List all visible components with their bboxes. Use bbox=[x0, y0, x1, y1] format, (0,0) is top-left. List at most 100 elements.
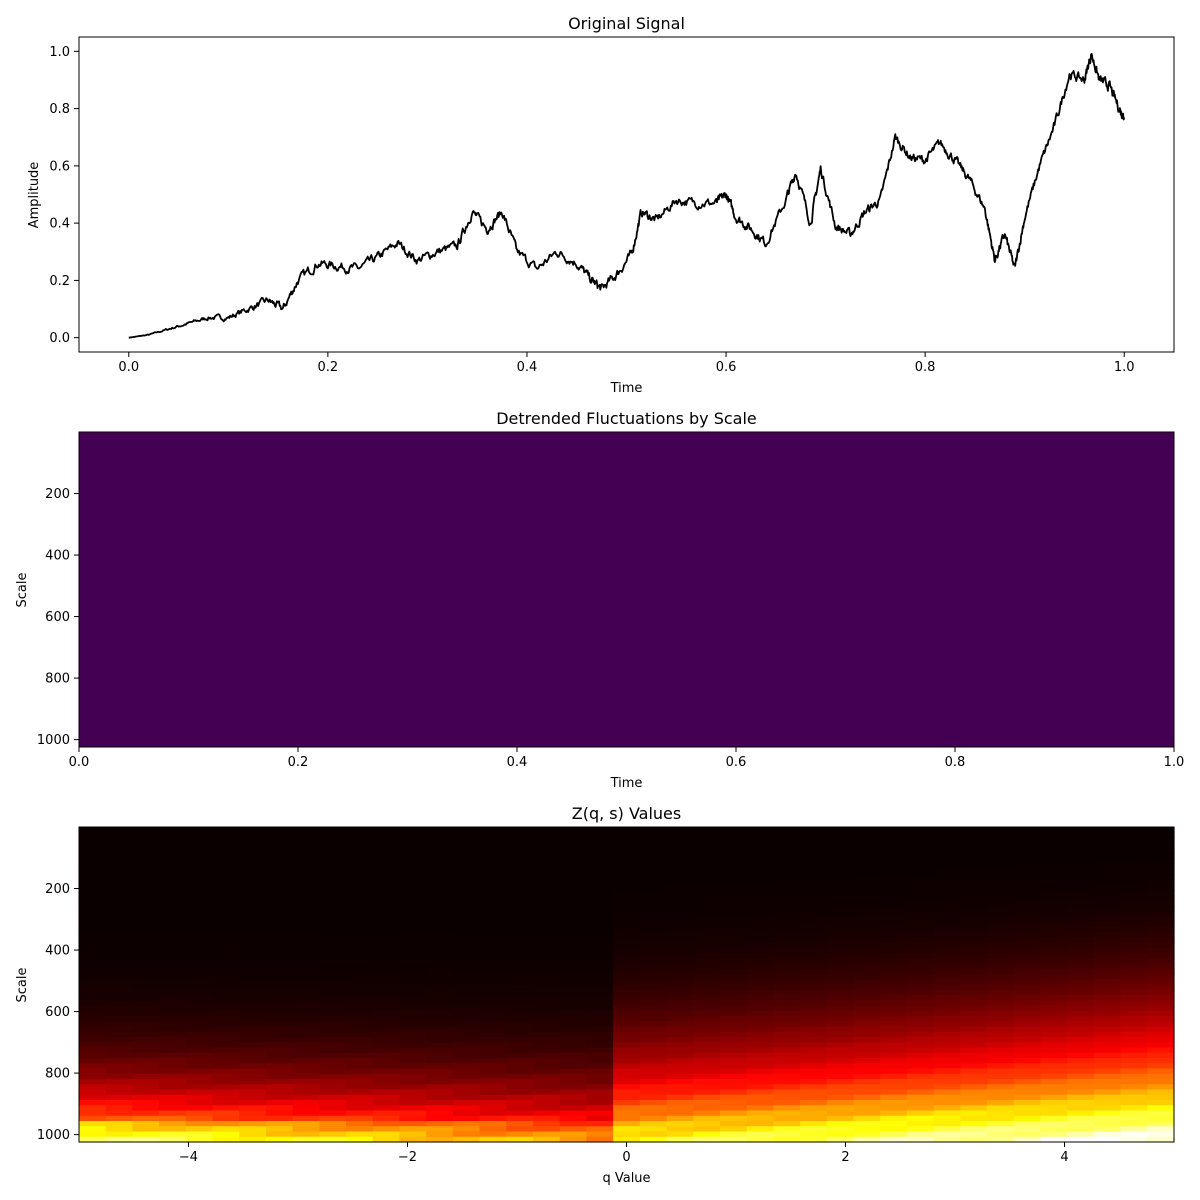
zqs-heatmap-cell bbox=[1067, 953, 1095, 959]
zqs-heatmap-cell bbox=[479, 989, 507, 996]
zqs-heatmap-cell bbox=[79, 1047, 107, 1054]
zqs-heatmap-cell bbox=[693, 842, 721, 849]
zqs-heatmap-cell bbox=[1013, 905, 1042, 912]
zqs-heatmap-cell bbox=[933, 926, 961, 933]
zqs-heatmap-cell bbox=[773, 1079, 801, 1085]
zqs-heatmap-cell bbox=[533, 1058, 561, 1064]
zqs-heatmap-cell bbox=[1120, 1042, 1148, 1049]
zqs-heatmap-cell bbox=[773, 1031, 801, 1038]
zqs-heatmap-cell bbox=[906, 911, 935, 917]
zqs-heatmap-cell bbox=[800, 921, 828, 928]
zqs-heatmap-cell bbox=[506, 947, 534, 954]
zqs-heatmap-cell bbox=[746, 832, 774, 839]
zqs-heatmap-cell bbox=[479, 1026, 507, 1033]
zqs-heatmap-cell bbox=[292, 1026, 320, 1033]
zqs-heatmap-cell bbox=[826, 1073, 855, 1080]
zqs-heatmap-cell bbox=[586, 1042, 614, 1049]
zqs-heatmap-cell bbox=[185, 874, 214, 881]
zqs-heatmap-cell bbox=[693, 1031, 721, 1038]
zqs-heatmap-cell bbox=[559, 858, 588, 865]
zqs-heatmap-cell bbox=[666, 905, 694, 912]
zqs-heatmap-cell bbox=[1040, 942, 1068, 949]
zqs-heatmap-cell bbox=[853, 1042, 881, 1049]
zqs-heatmap-cell bbox=[746, 1094, 774, 1101]
zqs-heatmap-cell bbox=[292, 1042, 320, 1049]
zqs-heatmap-cell bbox=[79, 1037, 107, 1043]
zqs-heatmap-cell bbox=[1067, 1000, 1095, 1007]
zqs-heatmap-cell bbox=[880, 905, 908, 912]
zqs-heatmap-cell bbox=[399, 1010, 427, 1017]
zqs-heatmap-cell bbox=[639, 1068, 668, 1075]
signal-x-axis-label: Time bbox=[610, 381, 643, 396]
zqs-heatmap-cell bbox=[719, 879, 748, 886]
zqs-heatmap-cell bbox=[800, 1110, 828, 1117]
zqs-heatmap-cell bbox=[533, 1047, 561, 1054]
zqs-heatmap-cell bbox=[292, 947, 320, 954]
zqs-heatmap-cell bbox=[666, 1000, 694, 1007]
zqs-heatmap-cell bbox=[746, 858, 774, 865]
zqs-heatmap-cell bbox=[452, 947, 481, 954]
zqs-heatmap-cell bbox=[105, 884, 134, 891]
signal-x-tick-label: 0.0 bbox=[118, 360, 139, 375]
zqs-heatmap-cell bbox=[185, 905, 214, 912]
zqs-heatmap-cell bbox=[426, 979, 454, 986]
zqs-heatmap-cell bbox=[105, 869, 134, 875]
zqs-heatmap-cell bbox=[933, 1115, 961, 1122]
zqs-heatmap-cell bbox=[346, 1100, 374, 1106]
zqs-heatmap-cell bbox=[185, 1079, 214, 1085]
zqs-heatmap-cell bbox=[719, 1000, 748, 1007]
zqs-heatmap-cell bbox=[559, 1021, 588, 1028]
zqs-heatmap-cell bbox=[960, 979, 988, 986]
zqs-heatmap-cell bbox=[800, 1042, 828, 1049]
zqs-heatmap-cell bbox=[533, 968, 561, 975]
zqs-heatmap-cell bbox=[372, 1058, 401, 1064]
zqs-heatmap-cell bbox=[79, 842, 107, 849]
zqs-heatmap-cell bbox=[1067, 1047, 1095, 1054]
zqs-heatmap-cell bbox=[105, 963, 134, 970]
zqs-heatmap-cell bbox=[773, 1089, 801, 1096]
zqs-heatmap-cell bbox=[506, 874, 534, 881]
zqs-heatmap-cell bbox=[452, 984, 481, 991]
zqs-heatmap-cell bbox=[79, 1010, 107, 1017]
zqs-heatmap-cell bbox=[212, 1063, 240, 1070]
zqs-heatmap-cell bbox=[773, 947, 801, 954]
zqs-heatmap-cell bbox=[853, 895, 881, 902]
zqs-heatmap-cell bbox=[265, 1047, 294, 1054]
zqs-heatmap-cell bbox=[212, 884, 240, 891]
zqs-heatmap-cell bbox=[639, 942, 668, 949]
zqs-heatmap-cell bbox=[319, 905, 347, 912]
zqs-heatmap-cell bbox=[372, 1010, 401, 1017]
zqs-heatmap-cell bbox=[933, 1047, 961, 1054]
zqs-heatmap-cell bbox=[800, 995, 828, 1001]
zqs-heatmap-cell bbox=[399, 1068, 427, 1075]
zqs-heatmap-cell bbox=[613, 827, 641, 833]
zqs-heatmap-cell bbox=[987, 926, 1015, 933]
zqs-heatmap-cell bbox=[800, 984, 828, 991]
zqs-heatmap-cell bbox=[613, 1068, 641, 1075]
zqs-heatmap-cell bbox=[586, 842, 614, 849]
zqs-heatmap-cell bbox=[105, 1131, 134, 1138]
zqs-heatmap-cell bbox=[719, 1100, 748, 1106]
zqs-heatmap-cell bbox=[426, 937, 454, 944]
zqs-heatmap-cell bbox=[1067, 911, 1095, 917]
zqs-heatmap-cell bbox=[346, 1089, 374, 1096]
zqs-heatmap-cell bbox=[346, 1079, 374, 1085]
zqs-heatmap-cell bbox=[1067, 853, 1095, 860]
zqs-heatmap-cell bbox=[1147, 1063, 1175, 1070]
zqs-heatmap-cell bbox=[1040, 1105, 1068, 1112]
zqs-heatmap-cell bbox=[693, 1052, 721, 1059]
zqs-heatmap-cell bbox=[853, 1031, 881, 1038]
zqs-heatmap-cell bbox=[933, 869, 961, 875]
signal-y-tick-label: 0.6 bbox=[49, 159, 70, 174]
zqs-heatmap-cell bbox=[1013, 963, 1042, 970]
zqs-heatmap-cell bbox=[613, 1010, 641, 1017]
zqs-y-axis-label: Scale bbox=[15, 968, 30, 1003]
zqs-heatmap-cell bbox=[426, 995, 454, 1001]
zqs-heatmap-cell bbox=[1120, 947, 1148, 954]
zqs-heatmap-cell bbox=[265, 1089, 294, 1096]
zqs-heatmap-cell bbox=[212, 1031, 240, 1038]
zqs-heatmap-cell bbox=[506, 989, 534, 996]
zqs-heatmap-cell bbox=[1147, 1073, 1175, 1080]
zqs-heatmap-cell bbox=[1067, 874, 1095, 881]
zqs-heatmap-cell bbox=[239, 832, 267, 839]
